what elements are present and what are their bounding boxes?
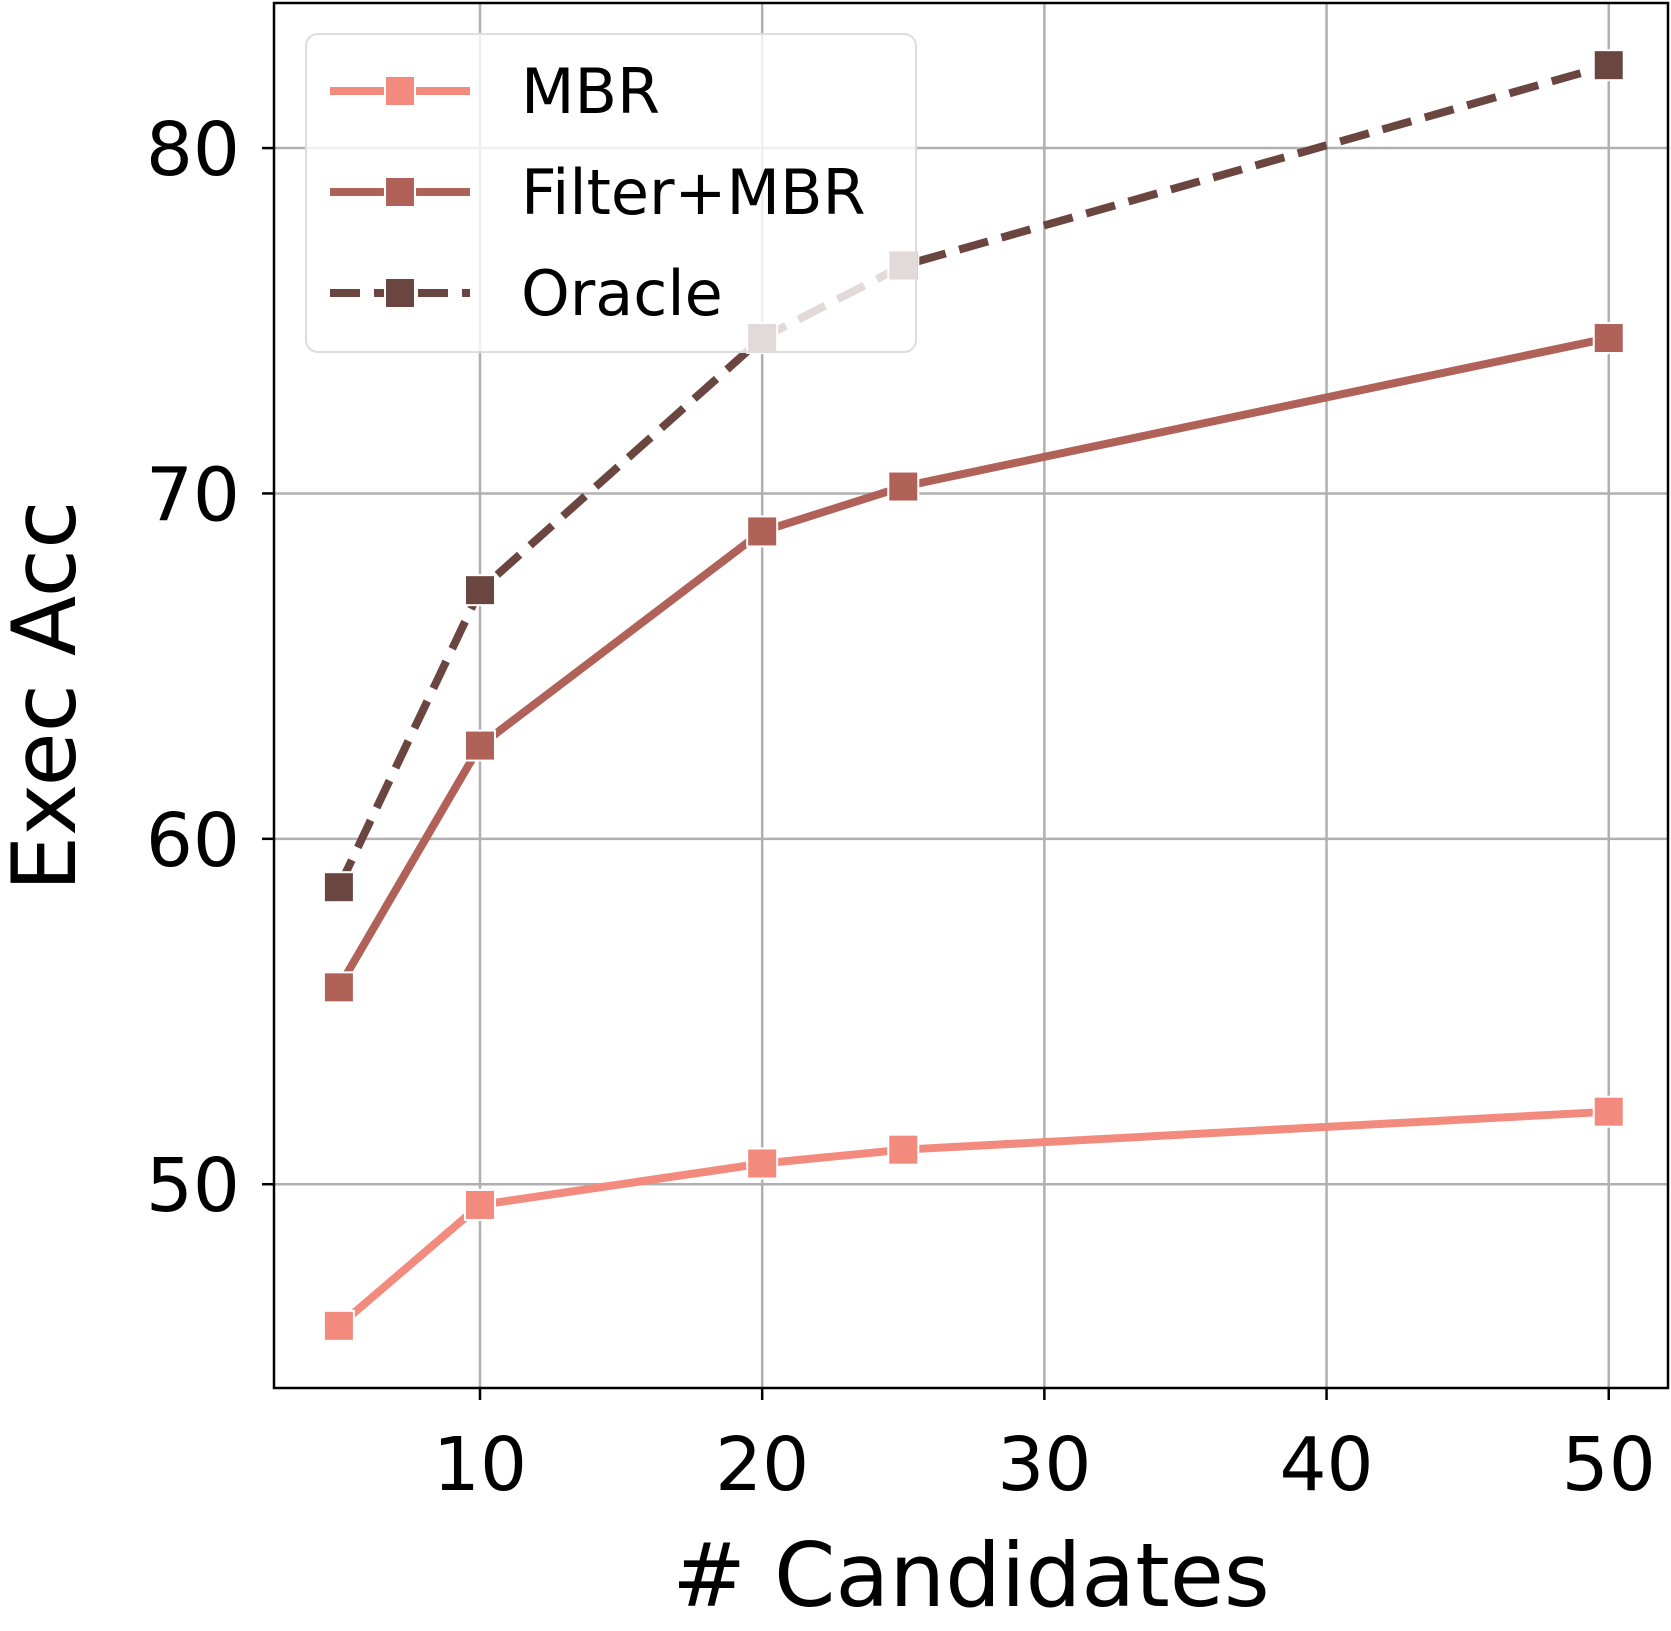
legend-item-oracle: Oracle xyxy=(330,257,723,330)
x-tick-label: 10 xyxy=(433,1422,527,1508)
legend-item-mbr: MBR xyxy=(330,55,660,128)
x-tick-label: 30 xyxy=(997,1422,1091,1508)
legend-marker-mbr xyxy=(384,75,416,107)
legend-marker-filter-mbr xyxy=(384,176,416,208)
series-filter-mbr xyxy=(322,322,1625,1004)
data-point-mbr xyxy=(322,1309,355,1342)
series-mbr xyxy=(322,1095,1625,1342)
data-point-mbr xyxy=(463,1188,496,1221)
data-point-filter-mbr xyxy=(322,971,355,1004)
data-point-mbr xyxy=(746,1147,779,1180)
x-axis-title: # Candidates xyxy=(672,1524,1269,1627)
data-point-filter-mbr xyxy=(1592,322,1625,355)
x-tick-label: 50 xyxy=(1562,1422,1656,1508)
legend-label-oracle: Oracle xyxy=(521,257,723,330)
y-tick-label: 70 xyxy=(146,452,240,538)
legend-label-mbr: MBR xyxy=(521,55,660,128)
y-axis-title: Exec Acc xyxy=(0,501,96,892)
y-tick-label: 50 xyxy=(146,1143,240,1229)
legend-box xyxy=(305,33,917,353)
data-point-filter-mbr xyxy=(887,470,920,503)
ticks: 10 20 30 40 50 50 60 70 80 xyxy=(146,107,1656,1508)
plot-frame xyxy=(272,1,1670,1390)
legend-label-filter-mbr: Filter+MBR xyxy=(521,156,866,229)
legend-items: MBR Filter+MBR Oracle xyxy=(330,55,866,330)
legend-marker-oracle xyxy=(384,277,416,309)
data-point-mbr xyxy=(887,1133,920,1166)
data-point-oracle xyxy=(463,574,496,607)
legend: MBR Filter+MBR Oracle xyxy=(305,33,917,353)
y-tick-label: 80 xyxy=(146,107,240,193)
x-tick-label: 40 xyxy=(1279,1422,1373,1508)
data-point-oracle xyxy=(1592,49,1625,82)
data-point-filter-mbr xyxy=(463,729,496,762)
data-point-oracle xyxy=(322,871,355,904)
data-point-filter-mbr xyxy=(746,515,779,548)
y-tick-label: 60 xyxy=(146,798,240,884)
data-point-mbr xyxy=(1592,1095,1625,1128)
x-tick-label: 20 xyxy=(715,1422,809,1508)
legend-item-filter-mbr: Filter+MBR xyxy=(330,156,866,229)
